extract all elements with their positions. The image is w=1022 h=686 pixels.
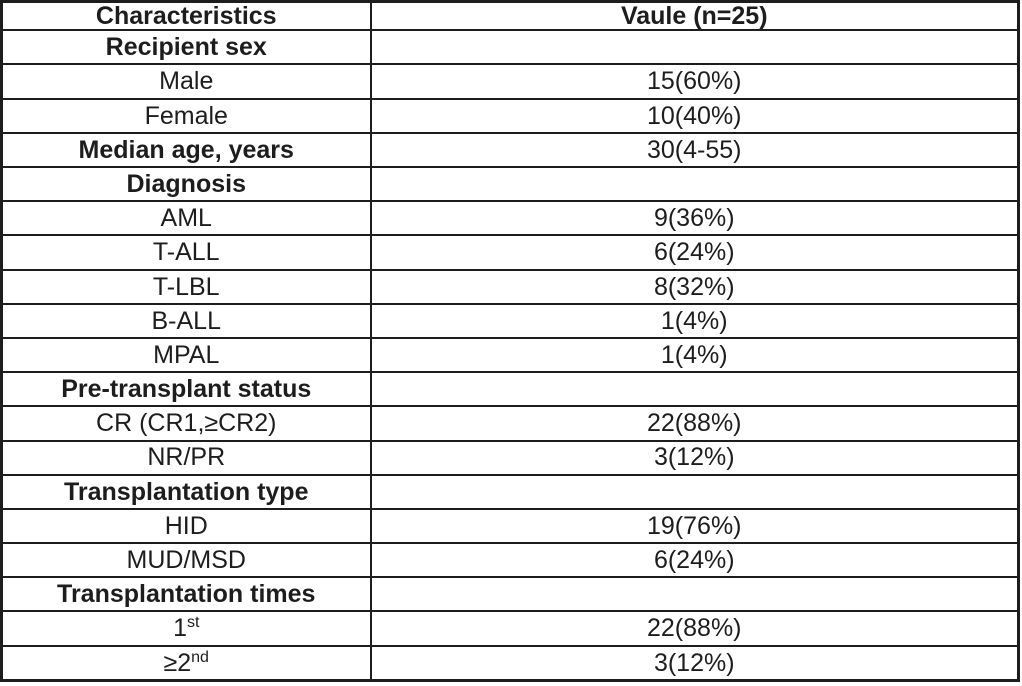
characteristic-label-cell: Transplantation times	[0, 576, 372, 613]
label-superscript: st	[186, 614, 200, 632]
table-row: Diagnosis	[0, 165, 1020, 203]
table-row: 1st 22(88%)	[0, 610, 1020, 647]
characteristic-label-cell: CR (CR1,≥CR2)	[0, 405, 372, 442]
characteristic-value-cell: 22(88%)	[369, 405, 1020, 442]
table-row: Male 15(60%)	[0, 63, 1020, 100]
characteristic-value-cell: 8(32%)	[369, 268, 1020, 305]
characteristic-label: HID	[164, 511, 208, 540]
characteristic-value-cell	[369, 473, 1020, 510]
characteristic-label-cell: Diagnosis	[0, 165, 372, 203]
characteristic-value-cell: 9(36%)	[369, 200, 1020, 237]
characteristic-label-cell: Male	[0, 63, 372, 100]
characteristic-value-cell	[369, 371, 1020, 408]
table-row: Female 10(40%)	[0, 97, 1020, 134]
characteristic-label: CR (CR1,≥CR2)	[96, 409, 277, 438]
characteristic-value-cell: 19(76%)	[369, 507, 1020, 545]
label-superscript: nd	[191, 648, 209, 666]
characteristic-label: Pre-transplant status	[61, 375, 312, 404]
characteristic-label: Transplantation type	[64, 477, 309, 506]
characteristic-label-cell: Median age, years	[0, 131, 372, 169]
characteristic-label: Male	[159, 67, 214, 96]
table-row: Median age, years 30(4-55)	[0, 131, 1020, 169]
characteristic-label: Median age, years	[78, 135, 294, 164]
table-row: Transplantation type	[0, 473, 1020, 510]
characteristic-value-cell: 15(60%)	[369, 63, 1020, 100]
characteristic-value-cell: 1(4%)	[369, 302, 1020, 339]
table-row: AML 9(36%)	[0, 200, 1020, 237]
characteristic-label-cell: T-LBL	[0, 268, 372, 305]
characteristic-label-cell: MPAL	[0, 336, 372, 374]
characteristic-value-cell: 22(88%)	[369, 610, 1020, 647]
table-header-row: Characteristics Vaule (n=25)	[0, 0, 1020, 32]
characteristic-label: MPAL	[153, 340, 220, 369]
characteristic-label: AML	[160, 204, 212, 233]
characteristic-label: ≥2	[163, 648, 192, 677]
column-header-characteristics: Characteristics	[0, 0, 372, 32]
characteristic-value-cell: 30(4-55)	[369, 131, 1020, 169]
characteristic-label: 1	[173, 614, 187, 643]
characteristic-label: NR/PR	[147, 443, 226, 472]
characteristic-label-cell: ≥2nd	[0, 644, 372, 682]
characteristic-label: T-LBL	[152, 272, 220, 301]
characteristic-value-cell: 1(4%)	[369, 336, 1020, 374]
characteristic-label: B-ALL	[151, 306, 221, 335]
characteristic-label-cell: HID	[0, 507, 372, 545]
table-row: Recipient sex	[0, 29, 1020, 66]
table-row: HID 19(76%)	[0, 507, 1020, 545]
characteristic-value-cell: 6(24%)	[369, 234, 1020, 271]
characteristic-label-cell: NR/PR	[0, 439, 372, 476]
table-row: B-ALL 1(4%)	[0, 302, 1020, 339]
characteristic-label-cell: Transplantation type	[0, 473, 372, 510]
characteristic-label-cell: Female	[0, 97, 372, 134]
characteristic-label: Diagnosis	[126, 169, 246, 198]
characteristic-value-cell	[369, 29, 1020, 66]
characteristic-value-cell: 6(24%)	[369, 542, 1020, 579]
table-row: MUD/MSD 6(24%)	[0, 542, 1020, 579]
characteristic-value-cell: 3(12%)	[369, 439, 1020, 476]
characteristic-label-cell: MUD/MSD	[0, 542, 372, 579]
characteristic-label: T-ALL	[152, 238, 220, 267]
characteristic-label-cell: T-ALL	[0, 234, 372, 271]
table-row: NR/PR 3(12%)	[0, 439, 1020, 476]
characteristic-label-cell: Recipient sex	[0, 29, 372, 66]
characteristic-label-cell: 1st	[0, 610, 372, 647]
characteristic-value-cell: 3(12%)	[369, 644, 1020, 682]
characteristic-label: Transplantation times	[57, 580, 316, 609]
table-row: T-ALL 6(24%)	[0, 234, 1020, 271]
characteristic-value-cell	[369, 576, 1020, 613]
table-row: CR (CR1,≥CR2) 22(88%)	[0, 405, 1020, 442]
column-header-value: Vaule (n=25)	[369, 0, 1020, 32]
table-row: MPAL 1(4%)	[0, 336, 1020, 374]
table-row: T-LBL 8(32%)	[0, 268, 1020, 305]
characteristic-label-cell: AML	[0, 200, 372, 237]
characteristic-value-cell	[369, 165, 1020, 203]
characteristic-label-cell: B-ALL	[0, 302, 372, 339]
table-row: Pre-transplant status	[0, 371, 1020, 408]
characteristic-label: Recipient sex	[105, 33, 267, 62]
table-row: Transplantation times	[0, 576, 1020, 613]
table-row: ≥2nd 3(12%)	[0, 644, 1020, 682]
characteristic-label: Female	[144, 101, 228, 130]
characteristic-label-cell: Pre-transplant status	[0, 371, 372, 408]
characteristic-value-cell: 10(40%)	[369, 97, 1020, 134]
characteristic-label: MUD/MSD	[126, 546, 246, 575]
